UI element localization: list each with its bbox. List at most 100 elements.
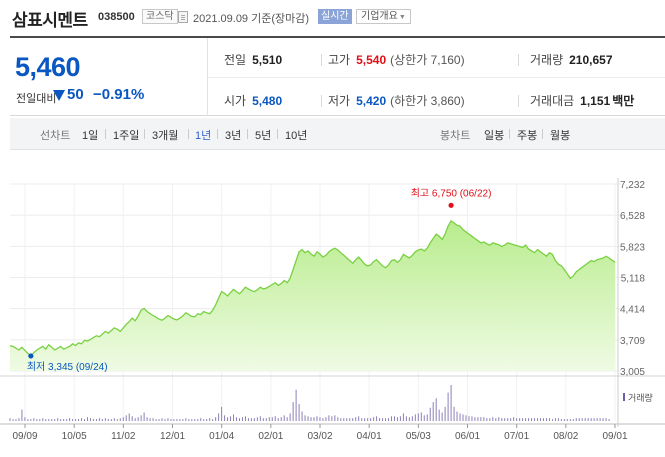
company-overview-label: 기업개요 [361,11,398,22]
volume-bar [557,418,559,421]
volume-bar [176,419,178,421]
period-10y[interactable]: 10년 [285,130,308,142]
candle-weekly[interactable]: 주봉 [517,130,538,142]
volume-bar [346,418,348,421]
period-5y[interactable]: 5년 [255,130,272,142]
volume-bar [86,417,88,421]
period-1y[interactable]: 1년 [195,130,212,142]
volume-bar [542,418,544,421]
volume-bar [289,413,291,421]
volume-bar [444,406,446,421]
volume-bar [590,418,592,421]
period-3m[interactable]: 3개월 [152,130,179,142]
volume-bar [531,418,533,421]
volume-bar [292,402,294,421]
divider [105,129,106,139]
volume-bar [548,418,550,421]
volume-bar [265,418,267,421]
volume-bar [215,417,217,421]
x-tick-label: 09/01 [602,431,627,442]
volume-bar [98,418,100,421]
volume-bar [164,419,166,421]
high-stat: 고가 5,540 (상한가 7,160) [328,51,465,68]
volume-bar [307,416,309,421]
volume-bar [435,398,437,421]
volume-bar [158,419,160,421]
volume-bar [483,417,485,421]
volume-bar [143,412,145,421]
volume-bar [474,417,476,421]
volume-bar [48,419,50,421]
x-tick-label: 06/01 [455,431,480,442]
volume-bar [18,418,20,421]
volume-bar [456,411,458,421]
volume-bar [367,418,369,421]
volume-bar [33,418,35,421]
volume-bar [551,419,553,421]
volume-bar [376,416,378,421]
divider [509,129,510,139]
price-chart[interactable]: 최고 6,750 (06/22) 최저 3,345 (09/24) 7,232 6,… [0,170,665,457]
volume-bar [45,419,47,421]
line-chart-label[interactable]: 선차트 [40,130,71,142]
volume-bar [441,412,443,421]
volume-bar [563,419,565,421]
volume-bar [387,418,389,421]
candle-chart-label[interactable]: 봉차트 [440,130,471,142]
volume-bar [322,418,324,421]
volume-bar [334,415,336,421]
volume-bar [519,418,521,421]
period-3y[interactable]: 3년 [225,130,242,142]
volume-bar [54,419,56,421]
volume-bar [280,417,282,421]
volume-bar [84,419,86,421]
volume-bar [110,419,112,421]
divider [542,129,543,139]
volume-bar [313,417,315,421]
volume-bar [468,416,470,421]
open-stat: 시가 5,480 [224,92,282,109]
volume-bar [554,418,556,421]
volume-bar [206,419,208,421]
prev-close-value: 5,510 [252,53,283,67]
volume-stat: 거래량 210,657 [530,51,613,68]
candle-daily[interactable]: 일봉 [484,130,505,142]
volume-value: 210,657 [569,53,613,67]
realtime-button[interactable]: 실시간 [318,9,352,24]
volume-bar [15,419,17,421]
volume-bar [480,417,482,421]
candle-monthly[interactable]: 월봉 [550,130,571,142]
price-summary: 5,460 전일대비 50 −0.91% 전일 5,510 고가 5,540 (상한가… [10,36,665,116]
divider [217,129,218,139]
x-tick-label: 11/02 [111,431,136,442]
x-tick-label: 07/01 [504,431,529,442]
stock-name: 삼표시멘트 [12,11,88,30]
amount-value: 1,151 [580,94,611,108]
volume-bar [382,418,384,421]
low-label: 저가 [328,94,351,108]
company-overview-button[interactable]: 기업개요▼ [356,9,411,24]
divider [518,54,519,66]
down-arrow-icon [53,90,65,101]
period-toolbar: 선차트 1일 1주일 3개월 1년 3년 5년 10년 봉차트 일봉 주봉 월봉 [10,118,665,150]
volume-bar [495,418,497,421]
volume-bar [569,419,571,421]
volume-bar [581,418,583,421]
period-1d[interactable]: 1일 [82,130,99,142]
volume-bar [426,414,428,421]
volume-bar [539,418,541,421]
document-icon[interactable] [178,11,188,23]
y-tick-label: 6,528 [620,211,645,222]
volume-bar [72,419,74,421]
volume-bar [75,419,77,421]
volume-bar [471,416,473,421]
volume-bar [486,418,488,421]
volume-bar [355,417,357,421]
y-tick-label: 5,118 [621,274,646,285]
x-tick-label: 12/01 [160,431,185,442]
current-price-box: 5,460 전일대비 50 −0.91% [10,38,208,116]
x-tick-label: 08/02 [553,431,578,442]
x-tick-label: 04/01 [357,431,382,442]
period-1w[interactable]: 1주일 [113,130,140,142]
low-value: 5,420 [356,94,387,108]
